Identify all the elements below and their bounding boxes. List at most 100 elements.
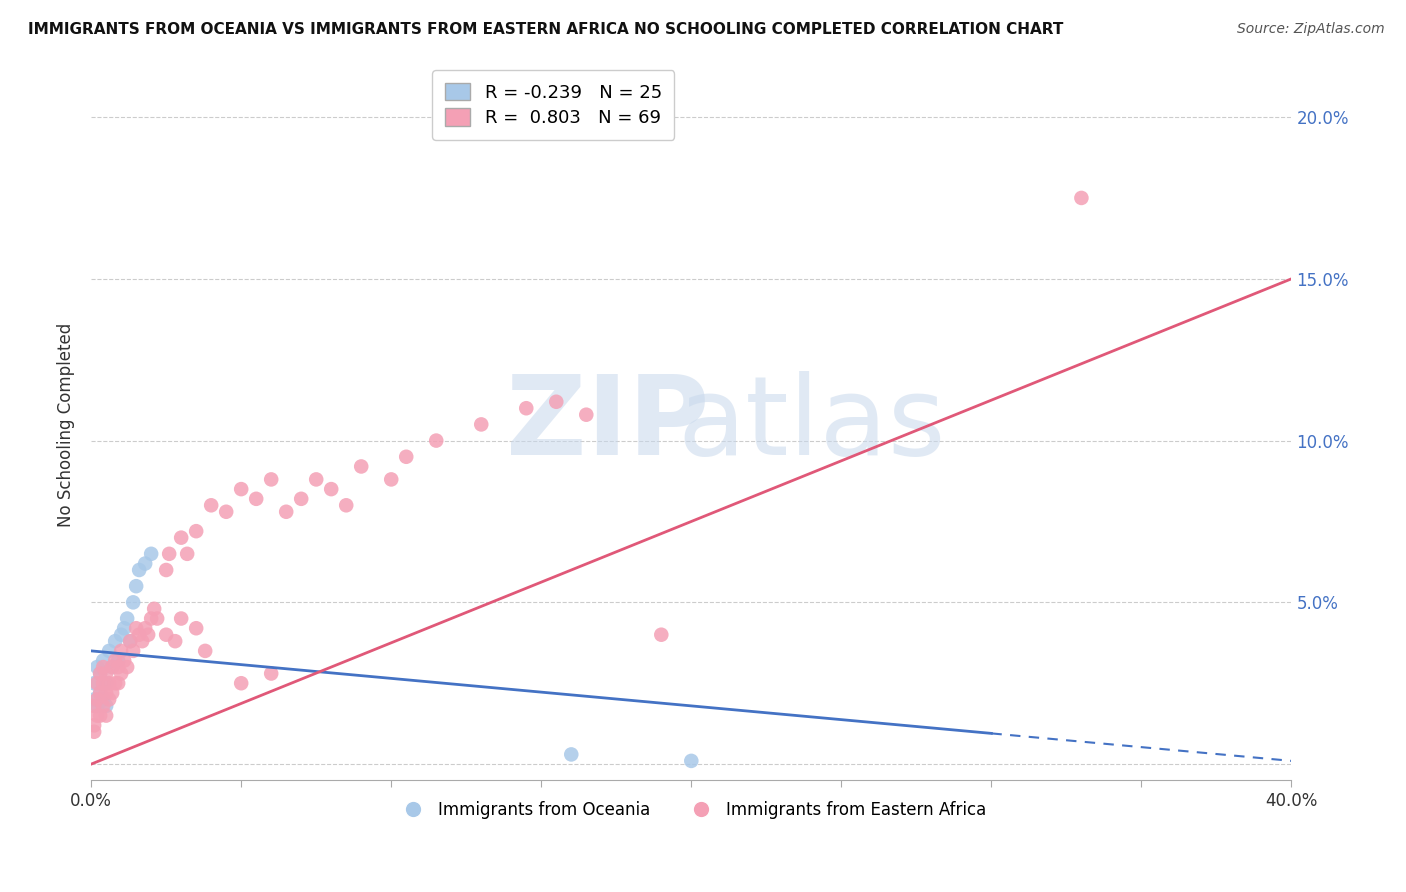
Point: [128, 563, 150, 577]
Y-axis label: No Schooling Completed: No Schooling Completed: [58, 322, 75, 526]
Point: [96, 708, 118, 723]
Point: [260, 666, 283, 681]
Point: [560, 747, 582, 762]
Point: [86, 708, 108, 723]
Point: [89, 686, 111, 700]
Point: [170, 611, 193, 625]
Point: [146, 611, 169, 625]
Point: [350, 459, 373, 474]
Point: [128, 628, 150, 642]
Point: [395, 450, 418, 464]
Point: [120, 634, 142, 648]
Point: [89, 666, 111, 681]
Point: [335, 498, 357, 512]
Point: [305, 472, 328, 486]
Point: [107, 660, 129, 674]
Point: [575, 408, 598, 422]
Text: IMMIGRANTS FROM OCEANIA VS IMMIGRANTS FROM EASTERN AFRICA NO SCHOOLING COMPLETED: IMMIGRANTS FROM OCEANIA VS IMMIGRANTS FR…: [28, 22, 1063, 37]
Point: [83, 698, 105, 713]
Point: [91, 660, 114, 674]
Point: [96, 698, 118, 713]
Point: [546, 394, 568, 409]
Point: [125, 579, 148, 593]
Point: [110, 644, 132, 658]
Point: [98, 644, 121, 658]
Point: [650, 628, 672, 642]
Point: [260, 472, 283, 486]
Point: [136, 628, 159, 642]
Point: [98, 692, 121, 706]
Point: [89, 686, 111, 700]
Point: [83, 676, 105, 690]
Text: atlas: atlas: [678, 371, 946, 478]
Point: [91, 692, 114, 706]
Point: [86, 660, 108, 674]
Point: [122, 644, 145, 658]
Point: [290, 491, 312, 506]
Point: [104, 676, 127, 690]
Point: [86, 692, 108, 706]
Point: [125, 621, 148, 635]
Point: [104, 654, 127, 668]
Point: [170, 531, 193, 545]
Point: [141, 611, 163, 625]
Point: [321, 482, 343, 496]
Point: [141, 547, 163, 561]
Point: [91, 654, 114, 668]
Point: [101, 660, 124, 674]
Point: [83, 718, 105, 732]
Point: [134, 557, 156, 571]
Point: [91, 676, 114, 690]
Point: [165, 634, 187, 648]
Point: [96, 686, 118, 700]
Point: [107, 654, 129, 668]
Point: [112, 621, 135, 635]
Point: [104, 634, 127, 648]
Point: [231, 482, 253, 496]
Point: [110, 666, 132, 681]
Point: [96, 666, 118, 681]
Point: [380, 472, 402, 486]
Point: [1070, 191, 1092, 205]
Point: [120, 634, 142, 648]
Point: [515, 401, 537, 416]
Point: [86, 676, 108, 690]
Point: [200, 498, 222, 512]
Point: [98, 676, 121, 690]
Point: [143, 602, 166, 616]
Legend: Immigrants from Oceania, Immigrants from Eastern Africa: Immigrants from Oceania, Immigrants from…: [389, 794, 993, 825]
Point: [155, 563, 177, 577]
Point: [115, 660, 138, 674]
Text: Source: ZipAtlas.com: Source: ZipAtlas.com: [1237, 22, 1385, 37]
Point: [91, 698, 114, 713]
Point: [107, 676, 129, 690]
Point: [89, 666, 111, 681]
Point: [131, 634, 153, 648]
Point: [276, 505, 298, 519]
Point: [101, 660, 124, 674]
Point: [245, 491, 267, 506]
Point: [194, 644, 217, 658]
Point: [96, 676, 118, 690]
Point: [231, 676, 253, 690]
Point: [89, 708, 111, 723]
Point: [134, 621, 156, 635]
Point: [115, 611, 138, 625]
Point: [110, 628, 132, 642]
Point: [186, 524, 208, 538]
Point: [176, 547, 198, 561]
Point: [470, 417, 492, 432]
Text: ZIP: ZIP: [506, 371, 709, 478]
Point: [215, 505, 238, 519]
Point: [157, 547, 180, 561]
Point: [425, 434, 447, 448]
Point: [186, 621, 208, 635]
Point: [83, 724, 105, 739]
Point: [122, 595, 145, 609]
Point: [112, 654, 135, 668]
Point: [155, 628, 177, 642]
Point: [86, 698, 108, 713]
Point: [681, 754, 703, 768]
Point: [101, 686, 124, 700]
Point: [83, 692, 105, 706]
